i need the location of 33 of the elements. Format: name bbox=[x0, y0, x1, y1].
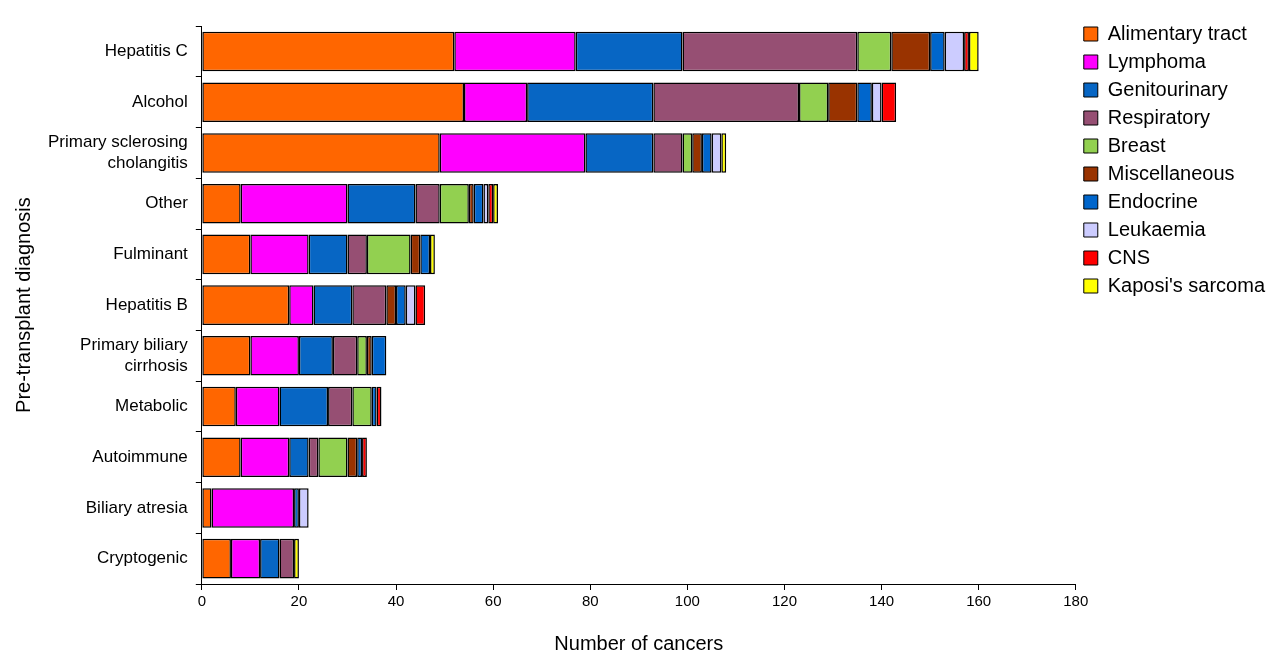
legend-label: Alimentary tract bbox=[1107, 21, 1248, 44]
x-tick-label: 140 bbox=[869, 592, 895, 610]
legend-label: Breast bbox=[1107, 133, 1167, 156]
y-tick-label: Hepatitis B bbox=[105, 294, 188, 314]
x-tick-label: 120 bbox=[771, 592, 797, 610]
y-tick-label: Biliary atresia bbox=[85, 497, 189, 517]
x-tick-label: 100 bbox=[674, 592, 700, 610]
y-tick-label: Primary biliary cirrhosis bbox=[80, 335, 189, 375]
x-tick-label: 40 bbox=[387, 592, 405, 610]
legend-label: Lymphoma bbox=[1107, 49, 1207, 72]
legend-label: CNS bbox=[1107, 245, 1151, 268]
y-tick-label: Alcohol bbox=[132, 91, 188, 111]
x-axis-title: Number of cancers bbox=[554, 631, 724, 654]
x-tick-label: 60 bbox=[484, 592, 502, 610]
y-tick-label: Metabolic bbox=[115, 396, 189, 416]
x-tick-label: 20 bbox=[290, 592, 308, 610]
legend-label: Miscellaneous bbox=[1107, 161, 1235, 184]
x-tick-label: 0 bbox=[197, 592, 206, 610]
y-tick-label: Cryptogenic bbox=[97, 548, 189, 568]
y-tick-label: Hepatitis C bbox=[104, 41, 188, 61]
x-tick-label: 160 bbox=[966, 592, 992, 610]
legend-label: Respiratory bbox=[1107, 105, 1211, 128]
y-axis-title: Pre-transplant diagnosis bbox=[11, 197, 34, 413]
x-tick-label: 180 bbox=[1063, 592, 1089, 610]
legend-label: Endocrine bbox=[1107, 189, 1198, 212]
legend-label: Genitourinary bbox=[1107, 77, 1228, 100]
y-tick-label: Primary sclerosing cholangitis bbox=[48, 132, 188, 172]
y-tick-label: Autoimmune bbox=[92, 446, 188, 466]
y-tick-label: Fulminant bbox=[113, 244, 189, 264]
y-tick-label: Other bbox=[145, 193, 189, 213]
legend-label: Leukaemia bbox=[1107, 217, 1207, 240]
x-tick-label: 80 bbox=[581, 592, 599, 610]
legend-label: Kaposi's sarcoma bbox=[1107, 273, 1266, 296]
